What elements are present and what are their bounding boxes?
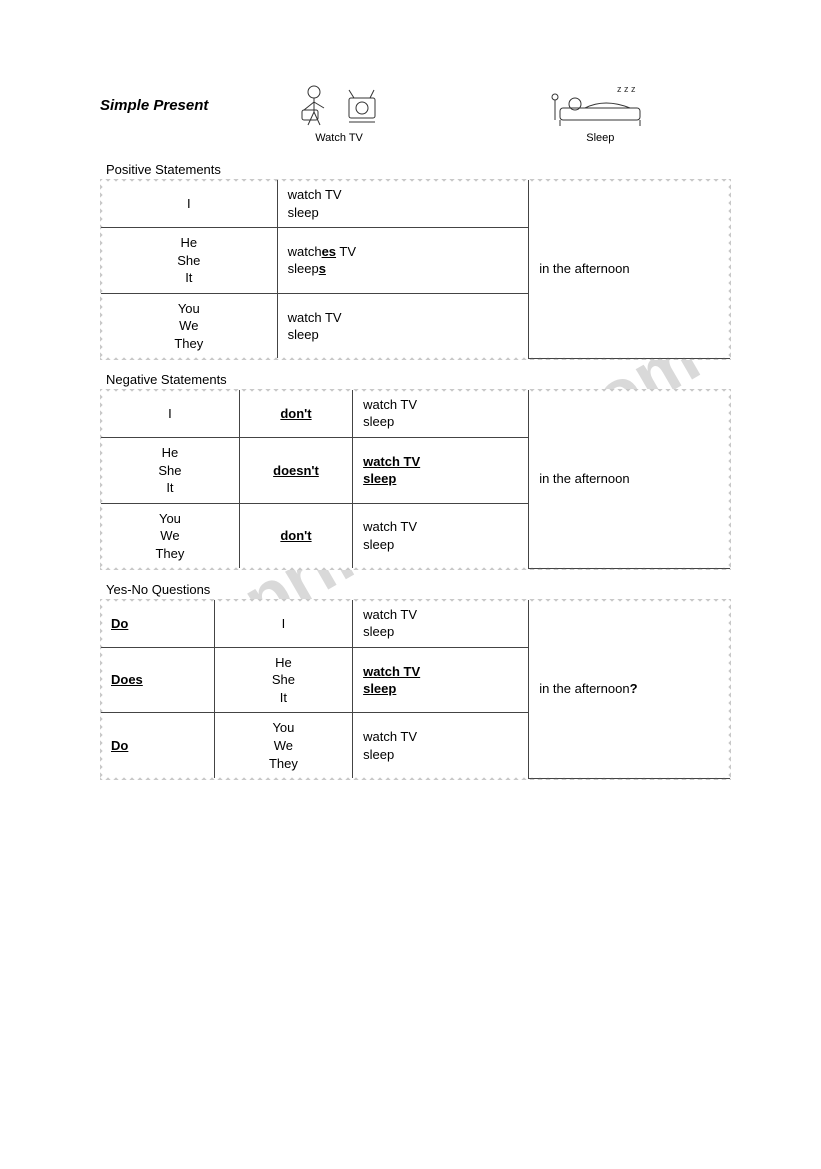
watch-tv-icon (294, 80, 384, 130)
cell: Do (101, 713, 214, 778)
cell: I (214, 600, 352, 648)
cell: watch TVsleep (353, 503, 529, 568)
cell: Does (101, 647, 214, 713)
cell: in the afternoon (529, 180, 730, 358)
sleep-icon: z z z (545, 80, 655, 130)
cell: watches TVsleeps (277, 228, 529, 294)
cell: watch TVsleep (353, 713, 529, 778)
negative-table: Idon'twatch TVsleepin the afternoonHeShe… (100, 389, 731, 570)
cell: in the afternoon? (529, 600, 730, 778)
table-row: Iwatch TVsleepin the afternoon (101, 180, 730, 228)
watch-tv-label: Watch TV (315, 132, 363, 144)
cell: I (101, 180, 277, 228)
cell: watch TVsleep (353, 390, 529, 438)
cell: Do (101, 600, 214, 648)
positive-label: Positive Statements (106, 162, 731, 177)
cell: YouWeThey (101, 293, 277, 358)
cell: don't (239, 503, 352, 568)
cell: watch TVsleep (277, 293, 529, 358)
illustration-watch-tv: Watch TV (208, 80, 469, 144)
header: Simple Present Watch TV (100, 80, 731, 144)
table-row: DoIwatch TVsleepin the afternoon? (101, 600, 730, 648)
cell: watch TVsleep (353, 600, 529, 648)
table-row: Idon'twatch TVsleepin the afternoon (101, 390, 730, 438)
cell: HeSheIt (214, 647, 352, 713)
positive-table: Iwatch TVsleepin the afternoonHeSheItwat… (100, 179, 731, 360)
page-title: Simple Present (100, 97, 208, 144)
negative-label: Negative Statements (106, 372, 731, 387)
cell: HeSheIt (101, 228, 277, 294)
cell: in the afternoon (529, 390, 730, 568)
questions-label: Yes-No Questions (106, 582, 731, 597)
cell: watch TVsleep (353, 647, 529, 713)
cell: watch TVsleep (353, 437, 529, 503)
cell: YouWeThey (214, 713, 352, 778)
questions-table: DoIwatch TVsleepin the afternoon?DoesHeS… (100, 599, 731, 780)
cell: YouWeThey (101, 503, 239, 568)
sleep-label: Sleep (586, 132, 614, 144)
cell: I (101, 390, 239, 438)
svg-text:z z z: z z z (617, 84, 636, 94)
cell: HeSheIt (101, 437, 239, 503)
cell: watch TVsleep (277, 180, 529, 228)
illustration-sleep: z z z Sleep (470, 80, 731, 144)
cell: doesn't (239, 437, 352, 503)
cell: don't (239, 390, 352, 438)
